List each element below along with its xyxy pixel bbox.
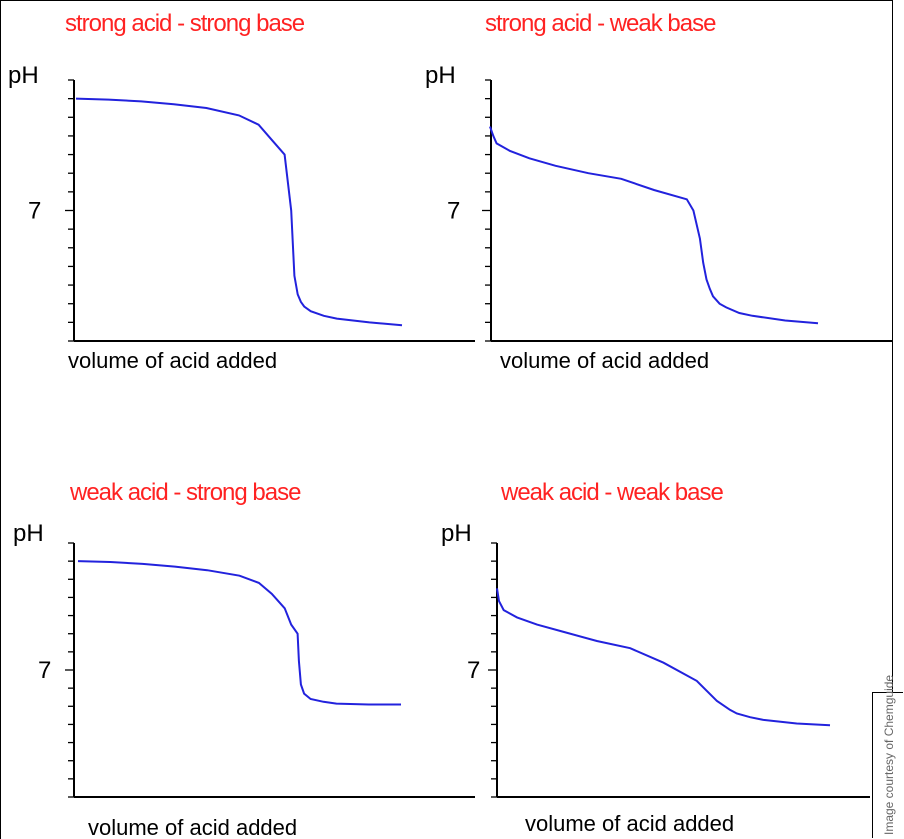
image-credit: Image courtesy of Chemguide [882, 674, 896, 835]
y-axis-label: pH [13, 520, 44, 547]
y-tick-label-7: 7 [28, 198, 41, 225]
chart-title: strong acid - strong base [65, 10, 305, 37]
titration-curve-line [77, 560, 401, 706]
y-axis-label: pH [441, 520, 472, 547]
chart-title: weak acid - weak base [500, 479, 723, 506]
frame-border-top [0, 0, 893, 1]
image-credit-box [872, 692, 903, 838]
frame-border-right [892, 0, 893, 693]
x-axis-label: volume of acid added [500, 348, 709, 373]
titration-curve-line [496, 588, 831, 727]
titration-curve-line [489, 126, 819, 325]
y-tick-label-7: 7 [447, 198, 460, 225]
chart-title: strong acid - weak base [485, 10, 716, 37]
y-axis-label: pH [425, 62, 456, 89]
x-axis-label: volume of acid added [88, 815, 297, 839]
y-axis-label: pH [8, 62, 39, 89]
x-axis-label: volume of acid added [68, 348, 277, 373]
x-axis-label: volume of acid added [525, 811, 734, 836]
frame-border-left [0, 0, 1, 839]
chart-title: weak acid - strong base [69, 479, 301, 506]
titration-curve-line [75, 97, 403, 327]
y-tick-label-7: 7 [38, 657, 51, 684]
y-tick-label-7: 7 [467, 657, 480, 684]
